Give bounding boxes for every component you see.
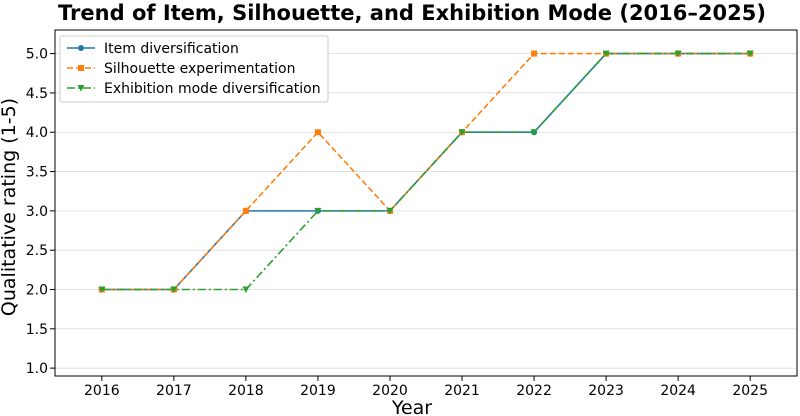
x-tick-label: 2019: [300, 383, 336, 399]
y-tick-label: 4.5: [26, 86, 48, 102]
x-tick-label: 2021: [444, 383, 480, 399]
x-tick-label: 2016: [84, 383, 120, 399]
legend: Item diversification Silhouette experimen…: [59, 35, 329, 103]
y-tick-label: 1.5: [26, 322, 48, 338]
axis-ticks: 1.0 1.5 2.0 2.5 3.0 3.5 4.0 4.5 5.0 2016 2017 2018 2…: [26, 47, 768, 399]
y-tick-label: 3.0: [26, 204, 48, 220]
data-point: [458, 129, 466, 136]
x-tick-label: 2020: [372, 383, 408, 399]
data-point: [98, 286, 106, 293]
data-point: [170, 286, 178, 293]
y-tick-label: 5.0: [26, 47, 48, 63]
x-tick-label: 2024: [660, 383, 696, 399]
legend-label: Exhibition mode diversification: [104, 81, 321, 97]
x-tick-label: 2025: [732, 383, 768, 399]
data-point: [530, 129, 538, 136]
data-point: [242, 207, 249, 214]
data-point: [602, 50, 610, 58]
series-3: [98, 50, 754, 293]
data-point: [746, 50, 754, 58]
x-tick-label: 2023: [588, 383, 624, 399]
legend-marker: [78, 45, 84, 51]
x-axis-label: Year: [391, 397, 432, 416]
data-point: [674, 50, 682, 58]
legend-box: [59, 35, 329, 103]
legend-marker: [78, 65, 84, 71]
legend-item: Exhibition mode diversification: [67, 81, 321, 97]
x-tick-label: 2018: [228, 383, 264, 399]
chart-title: Trend of Item, Silhouette, and Exhibitio…: [58, 1, 766, 25]
y-axis-label: Qualitative rating (1-5): [0, 98, 20, 316]
series-line: [101, 52, 751, 291]
series-lines: [98, 50, 754, 293]
data-point: [242, 286, 250, 293]
data-point: [386, 207, 394, 215]
y-tick-label: 3.5: [26, 165, 48, 181]
x-tick-label: 2022: [516, 383, 552, 399]
legend-label: Silhouette experimentation: [104, 61, 295, 77]
y-tick-label: 2.0: [26, 283, 48, 299]
legend-marker: [77, 85, 85, 92]
plot-area: [54, 29, 798, 377]
y-tick-label: 4.0: [26, 125, 48, 141]
data-point: [314, 129, 321, 136]
legend-item: Silhouette experimentation: [67, 61, 295, 77]
legend-label: Item diversification: [104, 41, 239, 57]
legend-item: Item diversification: [67, 41, 239, 57]
data-point: [531, 50, 538, 57]
x-tick-label: 2017: [156, 383, 192, 399]
y-tick-label: 1.0: [26, 361, 48, 377]
y-tick-label: 2.5: [26, 243, 48, 259]
data-point: [314, 207, 322, 215]
